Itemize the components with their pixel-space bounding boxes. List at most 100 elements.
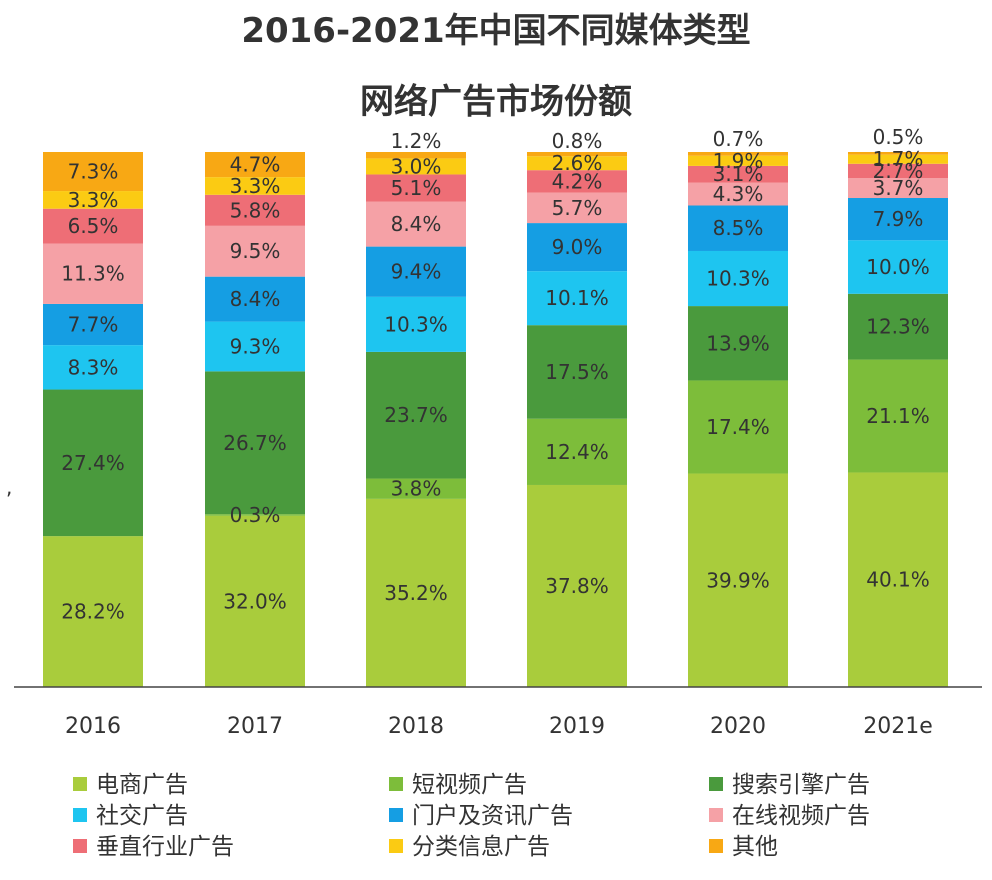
legend-swatch-6 <box>73 839 87 853</box>
bar-segment-2019-5 <box>527 192 627 224</box>
bar-segment-2020-1 <box>688 380 788 474</box>
data-label-2020-2: 13.9% <box>706 331 770 355</box>
bar-segment-2021e-5 <box>848 178 948 199</box>
data-label-2021e-5: 3.7% <box>873 176 924 200</box>
data-label-2020-1: 17.4% <box>706 415 770 439</box>
bar-segment-2019-1 <box>527 418 627 485</box>
bar-segment-2021e-8 <box>848 152 948 155</box>
bar-segment-2017-5 <box>205 225 305 277</box>
bar-segment-2019-7 <box>527 156 627 171</box>
legend-label-3: 社交广告 <box>96 803 188 829</box>
x-tick-labels: 2016 2017 2018 2019 2020 2021e <box>65 714 933 739</box>
bars-layer <box>43 152 948 687</box>
legend-swatch-8 <box>709 839 723 853</box>
bar-segment-2016-6 <box>43 208 143 244</box>
bar-segment-2017-7 <box>205 177 305 195</box>
data-label-2018-0: 35.2% <box>384 581 448 605</box>
data-label-2017-7: 3.3% <box>230 174 281 198</box>
legend-swatch-0 <box>73 777 87 791</box>
data-label-2019-7: 2.6% <box>552 151 603 175</box>
bar-segment-2018-3 <box>366 296 466 352</box>
data-label-2019-8: 0.8% <box>552 129 603 153</box>
bar-segment-2016-0 <box>43 536 143 687</box>
data-label-2021e-3: 10.0% <box>866 255 930 279</box>
data-label-2017-1: 0.3% <box>230 503 281 527</box>
x-tick-label-2016: 2016 <box>65 714 121 739</box>
bar-segment-2018-2 <box>366 351 466 479</box>
bar-segment-2017-4 <box>205 276 305 322</box>
chart-title-line-1: 2016-2021年中国不同媒体类型 <box>241 11 750 51</box>
data-label-2016-7: 3.3% <box>68 188 119 212</box>
bar-segment-2016-5 <box>43 243 143 304</box>
bar-segment-2017-2 <box>205 371 305 515</box>
data-label-2017-2: 26.7% <box>223 431 287 455</box>
bar-segment-2017-8 <box>205 152 305 178</box>
data-label-2016-4: 7.7% <box>68 313 119 337</box>
data-label-2019-2: 17.5% <box>545 360 609 384</box>
bar-segment-2016-7 <box>43 191 143 209</box>
bar-segment-2020-8 <box>688 152 788 156</box>
legend-label-7: 分类信息广告 <box>412 834 550 860</box>
legend-label-6: 垂直行业广告 <box>96 834 234 860</box>
bar-segment-2021e-1 <box>848 359 948 473</box>
data-label-2018-1: 3.8% <box>391 477 442 501</box>
data-label-2018-8: 1.2% <box>391 129 442 153</box>
legend-swatch-7 <box>389 839 403 853</box>
data-label-2020-3: 10.3% <box>706 267 770 291</box>
x-tick-label-2021e: 2021e <box>863 714 933 739</box>
bar-segment-2018-1 <box>366 478 466 499</box>
data-label-2016-5: 11.3% <box>61 262 125 286</box>
data-label-2019-0: 37.8% <box>545 574 609 598</box>
data-label-2017-4: 8.4% <box>230 287 281 311</box>
legend-swatch-1 <box>389 777 403 791</box>
data-label-2020-8: 0.7% <box>713 127 764 151</box>
data-label-2017-0: 32.0% <box>223 589 287 613</box>
legend-swatch-4 <box>389 808 403 822</box>
bar-segment-2016-4 <box>43 303 143 346</box>
data-label-2016-6: 6.5% <box>68 214 119 238</box>
data-label-2020-5: 4.3% <box>713 182 764 206</box>
data-label-2020-7: 1.9% <box>713 149 764 173</box>
data-label-2018-5: 8.4% <box>391 212 442 236</box>
x-tick-label-2019: 2019 <box>549 714 605 739</box>
legend-label-1: 短视频广告 <box>412 772 527 798</box>
data-label-2016-3: 8.3% <box>68 355 119 379</box>
data-label-2021e-6: 2.7% <box>873 159 924 183</box>
legend-label-0: 电商广告 <box>96 772 188 798</box>
data-label-2021e-2: 12.3% <box>866 315 930 339</box>
bar-segment-2020-7 <box>688 155 788 166</box>
legend-swatch-2 <box>709 777 723 791</box>
legend-swatch-3 <box>73 808 87 822</box>
data-label-2021e-7: 1.7% <box>873 147 924 171</box>
data-label-2018-2: 23.7% <box>384 403 448 427</box>
data-label-2019-3: 10.1% <box>545 286 609 310</box>
bar-segment-2019-0 <box>527 484 627 687</box>
legend-label-2: 搜索引擎广告 <box>732 772 870 798</box>
bar-segment-2016-3 <box>43 345 143 390</box>
bar-segment-2018-5 <box>366 201 466 247</box>
bar-segment-2020-2 <box>688 306 788 381</box>
data-label-2018-7: 3.0% <box>391 154 442 178</box>
data-label-2017-5: 9.5% <box>230 239 281 263</box>
bar-segment-2021e-0 <box>848 472 948 687</box>
bar-segment-2019-6 <box>527 170 627 193</box>
x-tick-label-2017: 2017 <box>227 714 283 739</box>
bar-segment-2020-0 <box>688 473 788 687</box>
data-label-2016-2: 27.4% <box>61 451 125 475</box>
bar-segment-2017-6 <box>205 194 305 226</box>
bar-segment-2016-2 <box>43 389 143 537</box>
x-tick-label-2020: 2020 <box>710 714 766 739</box>
data-label-2021e-1: 21.1% <box>866 404 930 428</box>
data-label-2018-3: 10.3% <box>384 312 448 336</box>
data-labels-layer: 28.2%27.4%8.3%7.7%11.3%6.5%3.3%7.3%32.0%… <box>61 125 930 623</box>
bar-segment-2017-0 <box>205 515 305 687</box>
legend-swatch-5 <box>709 808 723 822</box>
data-label-2019-6: 4.2% <box>552 169 603 193</box>
legend-label-5: 在线视频广告 <box>732 803 870 829</box>
x-tick-label-2018: 2018 <box>388 714 444 739</box>
data-label-2020-4: 8.5% <box>713 216 764 240</box>
data-label-2018-6: 5.1% <box>391 176 442 200</box>
